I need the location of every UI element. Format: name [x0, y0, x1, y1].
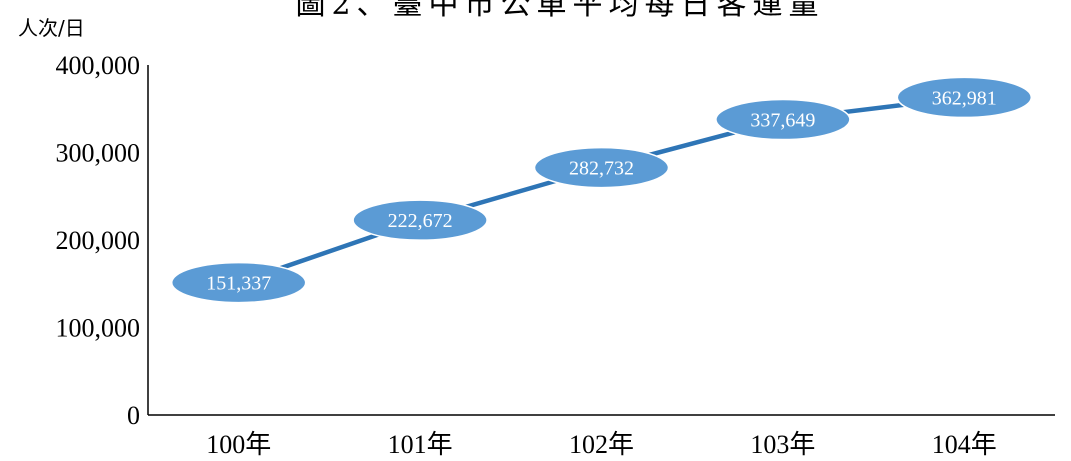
data-point-marker	[352, 199, 488, 241]
x-tick-label: 103年	[750, 430, 815, 459]
data-label: 282,732	[569, 158, 634, 180]
x-tick-label: 101年	[388, 430, 453, 459]
y-tick-labels: 0 100,000 200,000 300,000 400,000	[56, 51, 141, 430]
y-tick-label: 300,000	[56, 139, 141, 168]
data-point-marker	[533, 146, 670, 189]
x-tick-label: 104年	[932, 430, 997, 459]
x-tick-label: 102年	[569, 430, 634, 459]
y-tick-label: 100,000	[56, 314, 141, 343]
data-point-marker	[896, 76, 1033, 119]
y-axis-label: 人次/日	[18, 16, 85, 40]
x-tick-label: 100年	[206, 430, 271, 459]
series-line	[236, 95, 967, 285]
data-label: 222,672	[388, 210, 453, 232]
data-point-marker	[715, 98, 851, 141]
x-tick-labels: 100年 101年 102年 103年 104年	[206, 430, 997, 459]
data-label: 337,649	[750, 110, 815, 132]
y-tick-label: 0	[127, 401, 140, 430]
data-label: 151,337	[206, 273, 271, 295]
chart-title: 圖2、臺中市公車平均每日客運量	[295, 0, 824, 22]
y-tick-label: 200,000	[56, 226, 141, 255]
data-point-marker	[170, 261, 307, 304]
data-labels: 151,337 222,672 282,732 337,649 362,981	[170, 76, 1033, 304]
y-tick-label: 400,000	[56, 51, 141, 80]
data-label: 362,981	[932, 87, 997, 109]
